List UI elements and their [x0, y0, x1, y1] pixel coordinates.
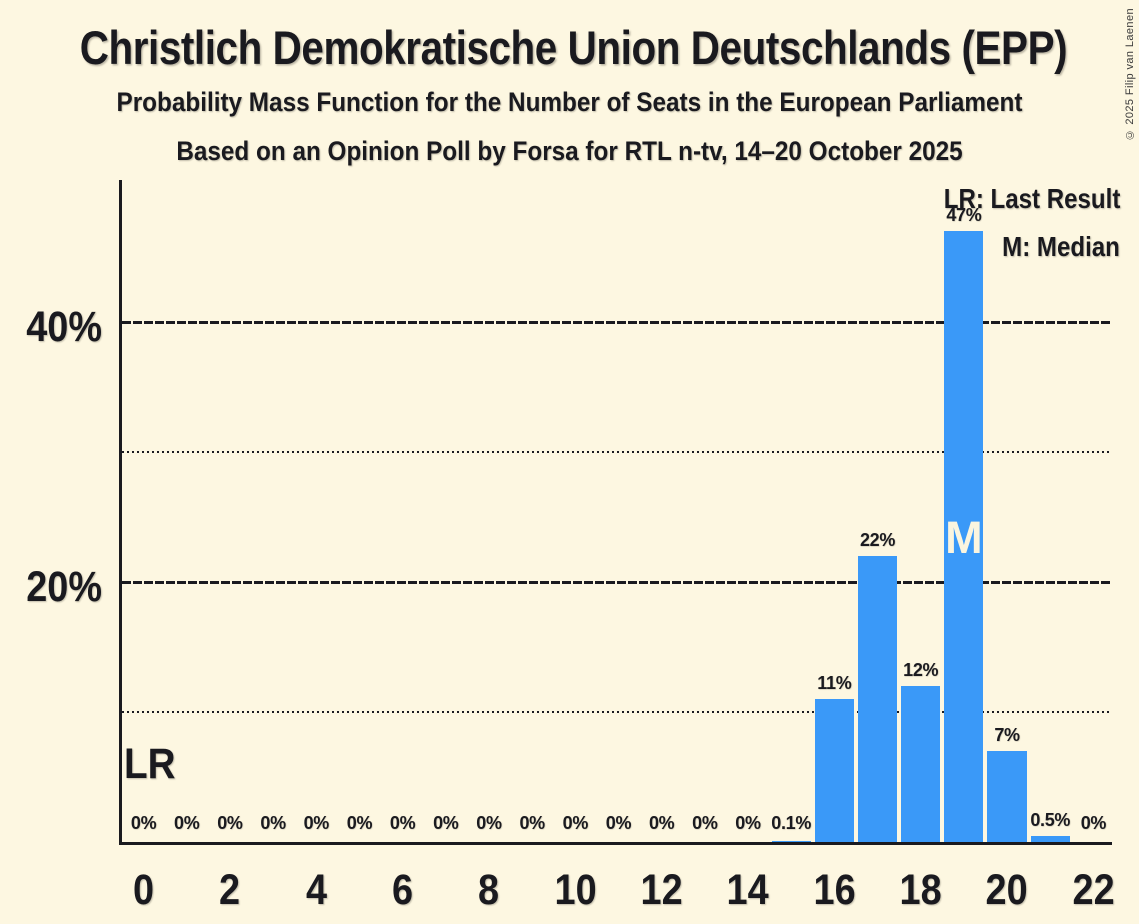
gridline-10pct	[122, 711, 1112, 713]
bar-seat-15	[771, 840, 811, 842]
bar-seat-20	[987, 751, 1027, 842]
legend-last-result: LR: Last Result	[943, 183, 1120, 214]
bar-value-label-seat-11: 0%	[605, 813, 632, 833]
bar-seat-21	[1030, 835, 1070, 842]
bar-seat-18	[901, 686, 941, 842]
bar-value-label-seat-10: 0%	[562, 813, 589, 833]
x-tick-label-4: 4	[305, 866, 327, 914]
copyright-notice: © 2025 Filip van Laenen	[1124, 8, 1136, 141]
y-tick-label-20pct: 20%	[26, 562, 102, 611]
x-tick-label-6: 6	[392, 866, 414, 914]
bar-seat-19: M	[944, 231, 984, 842]
bar-value-label-seat-17: 22%	[859, 530, 896, 550]
x-tick-label-12: 12	[640, 866, 683, 914]
bar-value-label-seat-22: 0%	[1080, 813, 1107, 833]
bar-value-label-seat-4: 0%	[303, 813, 330, 833]
chart-title: Christlich Demokratische Union Deutschla…	[79, 21, 1068, 74]
bar-value-label-seat-0: 0%	[130, 813, 157, 833]
gridline-40pct	[122, 321, 1112, 324]
x-tick-label-2: 2	[219, 866, 241, 914]
bar-value-label-seat-18: 12%	[903, 660, 939, 680]
bar-value-label-seat-19: 47%	[946, 205, 982, 225]
bar-value-label-seat-14: 0%	[735, 813, 761, 833]
x-tick-label-0: 0	[133, 866, 155, 914]
chart-subtitle-pmf: Probability Mass Function for the Number…	[116, 87, 1023, 117]
bar-value-label-seat-8: 0%	[476, 813, 502, 833]
median-marker: M	[945, 512, 983, 563]
chart-subtitle-poll: Based on an Opinion Poll by Forsa for RT…	[176, 136, 963, 166]
bar-value-label-seat-6: 0%	[389, 813, 416, 833]
bar-seat-16	[814, 699, 854, 842]
last-result-marker: LR	[124, 740, 176, 788]
x-tick-label-16: 16	[813, 866, 856, 914]
bar-value-label-seat-20: 7%	[994, 725, 1020, 745]
bar-value-label-seat-12: 0%	[648, 813, 675, 833]
bar-value-label-seat-16: 11%	[817, 673, 852, 693]
bar-value-label-seat-7: 0%	[433, 813, 459, 833]
bar-value-label-seat-1: 0%	[174, 813, 200, 833]
bar-value-label-seat-2: 0%	[217, 813, 243, 833]
bar-seat-17	[857, 556, 898, 842]
bar-value-label-seat-21: 0.5%	[1030, 809, 1071, 830]
x-tick-label-22: 22	[1072, 866, 1115, 914]
y-tick-label-40pct: 40%	[26, 302, 102, 351]
gridline-20pct	[122, 581, 1112, 584]
x-tick-label-18: 18	[899, 866, 942, 914]
bar-value-label-seat-9: 0%	[519, 813, 545, 833]
bar-value-label-seat-15: 0.1%	[771, 813, 812, 833]
x-tick-label-14: 14	[726, 866, 770, 914]
legend-median: M: Median	[1002, 231, 1120, 262]
x-tick-label-8: 8	[478, 866, 500, 914]
x-tick-label-20: 20	[985, 866, 1029, 914]
bar-value-label-seat-5: 0%	[346, 813, 373, 833]
plot-area: LR 0% 0 0% 0% 2 0% 0% 4 0% 0% 6 0% 0% 8 0% 0% 10 0% 0% 12 0%…	[119, 180, 1114, 912]
bar-value-label-seat-13: 0%	[692, 813, 718, 833]
bar-value-label-seat-3: 0%	[260, 813, 286, 833]
gridline-30pct	[122, 451, 1112, 453]
x-tick-label-10: 10	[554, 866, 597, 914]
